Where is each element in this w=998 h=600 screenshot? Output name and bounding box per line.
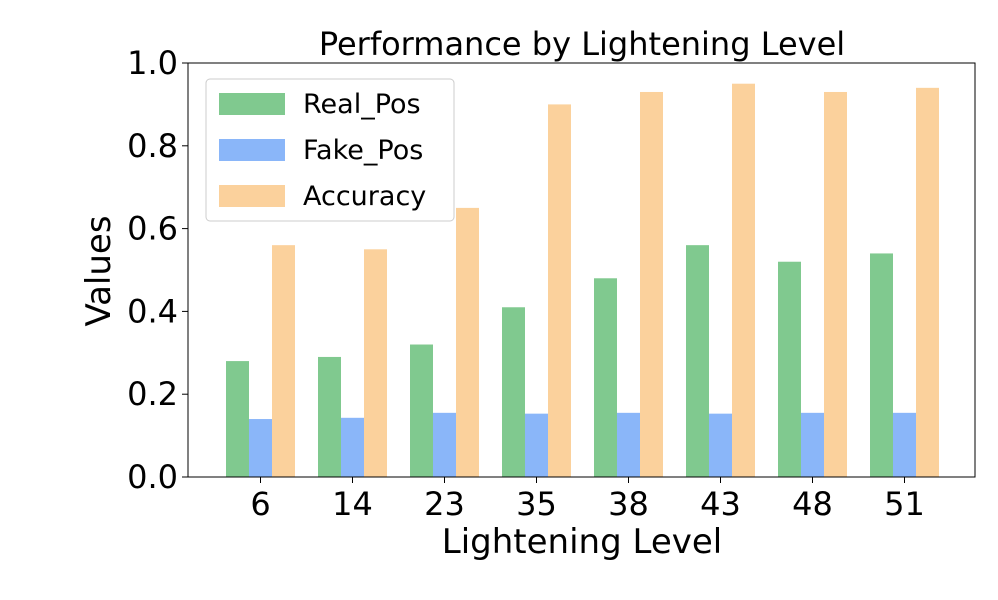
y-axis-label: Values bbox=[79, 215, 119, 326]
bar-accuracy-6 bbox=[272, 245, 295, 477]
legend-label-real-pos: Real_Pos bbox=[303, 89, 421, 120]
bar-real-pos-6 bbox=[226, 361, 249, 477]
y-tick-label: 0.8 bbox=[127, 127, 178, 165]
axes-frame bbox=[187, 62, 976, 478]
bar-accuracy-14 bbox=[364, 249, 387, 477]
y-tick-label: 0.0 bbox=[127, 458, 178, 496]
bar-real-pos-43 bbox=[686, 245, 709, 477]
x-axis-label: Lightening Level bbox=[442, 522, 722, 562]
bar-real-pos-23 bbox=[410, 344, 433, 477]
bar-fake-pos-35 bbox=[525, 413, 548, 477]
plot-area: 0.0 0.2 0.4 0.6 0.8 1.0 6 14 23 35 38 43 48 51 bbox=[127, 44, 976, 523]
y-tick-label: 0.6 bbox=[127, 210, 178, 248]
bar-fake-pos-48 bbox=[801, 412, 824, 477]
bar-fake-pos-23 bbox=[433, 412, 456, 477]
legend-swatch-real-pos bbox=[219, 93, 285, 115]
x-tick-label: 38 bbox=[608, 485, 649, 523]
bar-fake-pos-6 bbox=[249, 419, 272, 477]
bar-fake-pos-38 bbox=[617, 412, 640, 477]
bar-real-pos-35 bbox=[502, 307, 525, 477]
bar-accuracy-48 bbox=[824, 91, 847, 477]
chart-title: Performance by Lightening Level bbox=[319, 25, 845, 63]
y-tick-label: 0.4 bbox=[127, 292, 178, 330]
x-tick-label: 35 bbox=[516, 485, 557, 523]
legend-label-fake-pos: Fake_Pos bbox=[303, 135, 423, 166]
x-tick-label: 14 bbox=[332, 485, 373, 523]
y-tick-label: 1.0 bbox=[127, 44, 178, 82]
bar-accuracy-23 bbox=[456, 207, 479, 477]
bar-fake-pos-14 bbox=[341, 417, 364, 477]
legend-label-accuracy: Accuracy bbox=[303, 181, 426, 212]
bar-fake-pos-43 bbox=[709, 413, 732, 477]
x-tick-label: 48 bbox=[792, 485, 833, 523]
x-tick-label: 23 bbox=[424, 485, 465, 523]
legend: Real_Pos Fake_Pos Accuracy bbox=[205, 78, 455, 222]
bar-accuracy-35 bbox=[548, 104, 571, 478]
bar-fake-pos-51 bbox=[893, 412, 916, 477]
x-tick-label: 6 bbox=[250, 485, 270, 523]
bar-accuracy-43 bbox=[732, 83, 755, 477]
bar-accuracy-38 bbox=[640, 91, 663, 477]
bar-real-pos-48 bbox=[778, 261, 801, 477]
legend-swatch-accuracy bbox=[219, 185, 285, 207]
x-tick-label: 51 bbox=[884, 485, 925, 523]
bar-real-pos-14 bbox=[318, 356, 341, 477]
legend-swatch-fake-pos bbox=[219, 139, 285, 161]
bar-real-pos-38 bbox=[594, 278, 617, 477]
bar-accuracy-51 bbox=[916, 87, 939, 477]
bar-real-pos-51 bbox=[870, 253, 893, 477]
x-tick-label: 43 bbox=[700, 485, 741, 523]
y-tick-label: 0.2 bbox=[127, 375, 178, 413]
